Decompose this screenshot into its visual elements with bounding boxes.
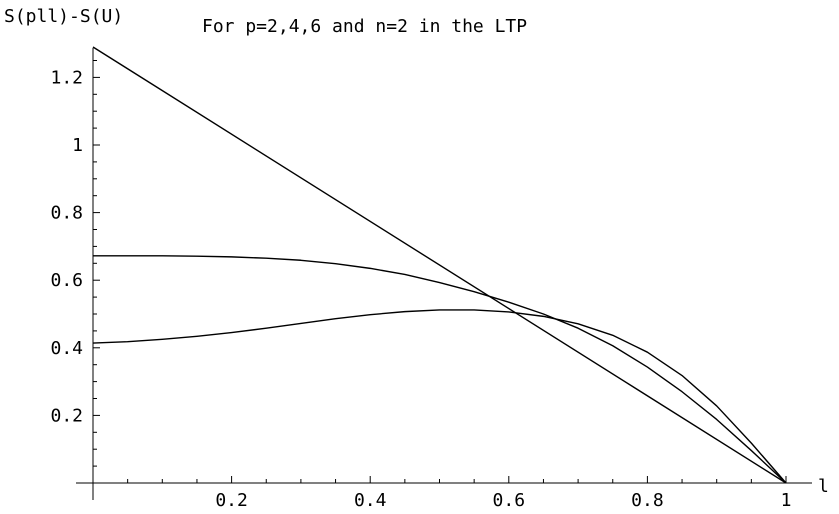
y-tick-label: 1.2 xyxy=(50,67,83,88)
y-tick-label: 1 xyxy=(72,135,83,156)
y-tick-label: 0.8 xyxy=(50,203,83,224)
x-tick-label: 0.8 xyxy=(631,490,664,511)
x-tick-label: 0.6 xyxy=(493,490,526,511)
series-3 xyxy=(92,309,787,484)
y-axis-label: S(pll)-S(U) xyxy=(4,6,123,27)
y-tick-label: 0.4 xyxy=(50,338,83,359)
series-2 xyxy=(93,255,787,484)
x-tick-label: 0.2 xyxy=(215,490,248,511)
x-tick-label: 0.4 xyxy=(354,490,387,511)
series-3-line xyxy=(92,309,787,484)
x-tick-label: 1 xyxy=(781,490,792,511)
axes: 0.2 0.4 0.6 0.8 1 0.2 0.4 0.6 0.8 1 1.2 xyxy=(50,48,812,511)
series-layer xyxy=(92,46,787,484)
chart-title: For p=2,4,6 and n=2 in the LTP xyxy=(202,16,527,37)
x-axis-label: l xyxy=(818,476,829,497)
series-2-line xyxy=(93,255,787,484)
series-1 xyxy=(92,46,787,484)
series-1-line xyxy=(92,46,787,484)
y-tick-label: 0.6 xyxy=(50,270,83,291)
y-tick-label: 0.2 xyxy=(50,405,83,426)
